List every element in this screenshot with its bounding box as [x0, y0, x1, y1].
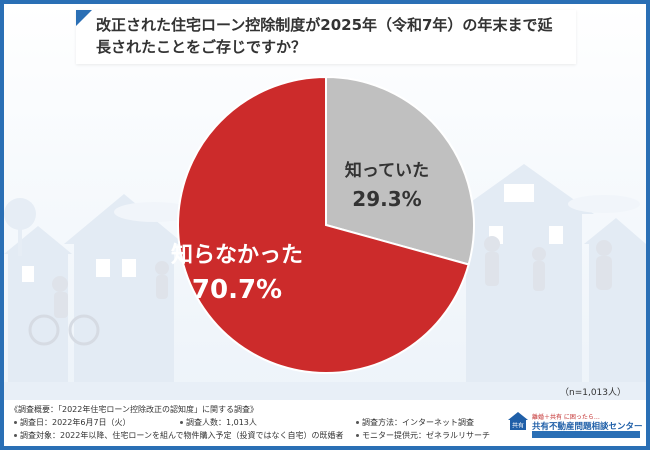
survey-method-item: 調査方法：インターネット調査 — [356, 417, 474, 428]
survey-method: 調査方法：インターネット調査 — [362, 418, 474, 427]
logo-stripe — [532, 431, 640, 438]
survey-count: 調査人数：1,013人 — [186, 418, 257, 427]
company-logo: 共有 離婚＋共有 に困ったら… 共有不動産問題相談センター — [508, 410, 643, 442]
survey-date-item: 調査日：2022年6月7日（火） — [14, 417, 131, 428]
pie-slice-1 — [325, 75, 475, 266]
house-logo-icon: 共有 — [508, 412, 528, 430]
bullet-icon — [180, 421, 183, 424]
bullet-icon — [356, 421, 359, 424]
logo-tagline: 離婚＋共有 に困ったら… — [532, 414, 600, 421]
bullet-icon — [14, 434, 17, 437]
chart-title: 改正された住宅ローン控除制度が2025年（令和7年）の年末まで延長されたことをご… — [96, 16, 553, 56]
survey-target-item: 調査対象：2022年以降、住宅ローンを組んで物件購入予定（投資ではなく自宅）の既… — [14, 430, 344, 441]
survey-date: 調査日：2022年6月7日（火） — [20, 418, 131, 427]
sample-size-note: （n=1,013人） — [559, 388, 626, 398]
title-card — [76, 10, 576, 64]
slice-label-2: 知らなかった — [171, 242, 303, 268]
logo-name: 共有不動産問題相談センター — [532, 422, 643, 432]
bullet-icon — [356, 434, 359, 437]
survey-overview: 《調査概要：「2022年住宅ローン控除改正の認知度」に関する調査》 — [10, 405, 258, 414]
bullet-icon — [14, 421, 17, 424]
logo-badge-text: 共有 — [512, 422, 524, 430]
background-scene-illustration — [4, 164, 646, 400]
slice-label-1: 知っていた — [344, 160, 429, 181]
survey-count-item: 調査人数：1,013人 — [180, 417, 257, 428]
slice-value-label-2: 70.7% — [192, 275, 282, 305]
pie-slice-2 — [177, 75, 470, 374]
title-corner-accent — [76, 10, 92, 26]
survey-provider-item: モニター提供元：ゼネラルリサーチ — [356, 430, 490, 441]
survey-provider: モニター提供元：ゼネラルリサーチ — [362, 431, 490, 440]
survey-footer: 《調査概要：「2022年住宅ローン控除改正の認知度」に関する調査》 調査日：20… — [4, 400, 646, 446]
survey-target: 調査対象：2022年以降、住宅ローンを組んで物件購入予定（投資ではなく自宅）の既… — [20, 431, 344, 440]
slice-value-label-1: 29.3% — [352, 187, 421, 211]
